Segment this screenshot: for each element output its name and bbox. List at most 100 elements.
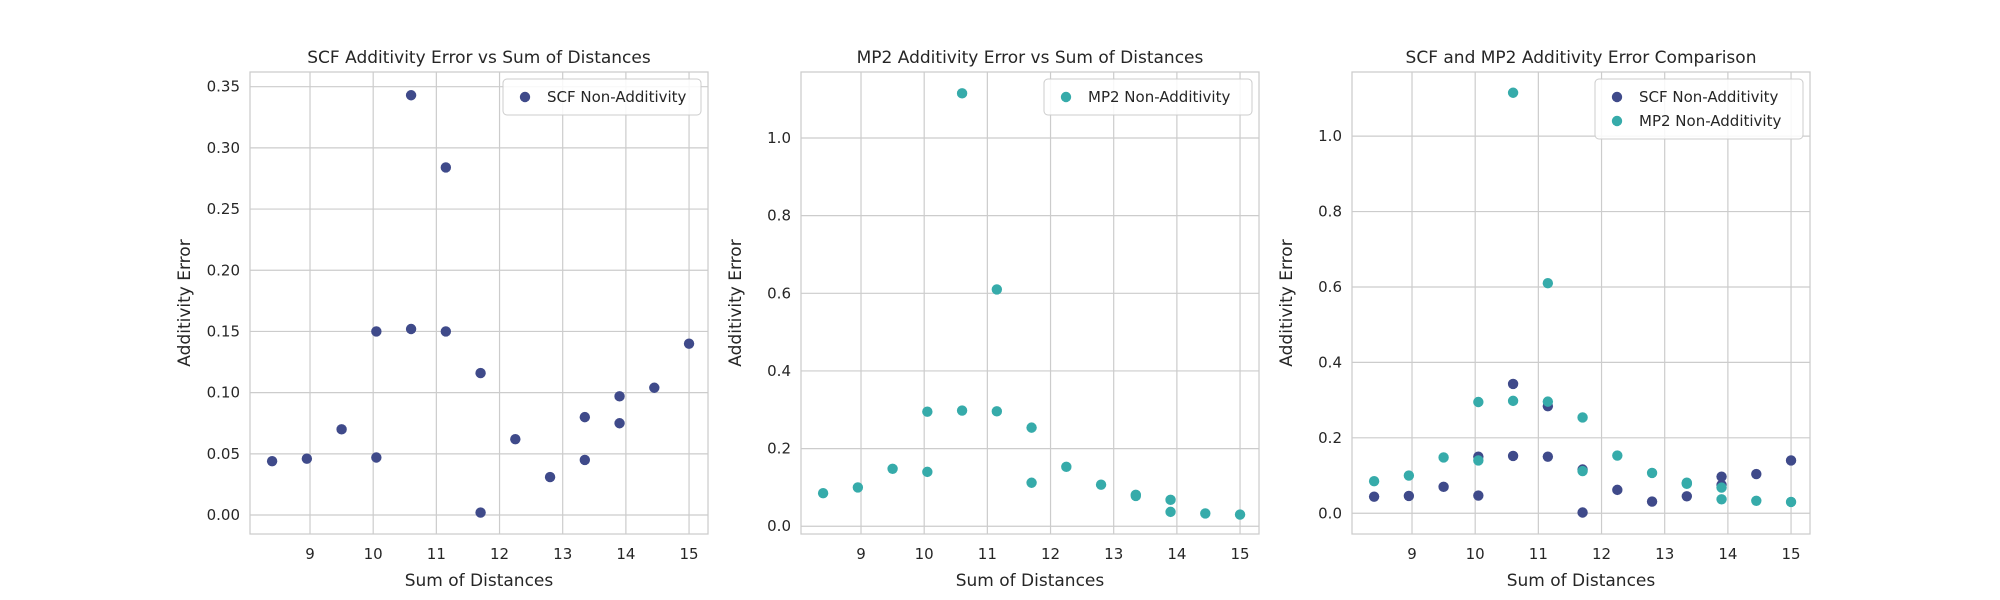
data-point (1061, 461, 1072, 473)
x-tick-labels: 9 10 11 12 13 14 15 (1407, 545, 1800, 563)
data-point (1785, 455, 1797, 466)
data-point (852, 482, 864, 493)
y-tick-label: 0.8 (1318, 203, 1342, 221)
y-axis-label: Additivity Error (1277, 239, 1297, 366)
legend: MP2 Non-Additivity (1043, 78, 1253, 116)
y-tick-label: 0.2 (767, 440, 791, 458)
y-tick-labels: 0.0 0.2 0.4 0.6 0.8 1.0 (1318, 127, 1342, 522)
x-tick-label: 11 (1529, 545, 1548, 563)
legend-label: SCF Non-Additivity (547, 88, 687, 106)
data-point (922, 406, 933, 417)
x-axis-label: Sum of Distances (405, 571, 554, 591)
data-point (266, 455, 278, 467)
series-1 (266, 90, 695, 518)
y-tick-label: 0.6 (767, 284, 791, 302)
y-tick-label: 0.6 (1318, 278, 1342, 296)
data-point (1542, 451, 1554, 462)
data-point (510, 433, 521, 445)
data-point (1646, 467, 1658, 479)
x-tick-label: 15 (1231, 545, 1250, 563)
x-tick-label: 12 (490, 545, 509, 563)
series-2 (1368, 87, 1797, 508)
x-tick-label: 14 (1718, 545, 1737, 563)
data-point (1577, 412, 1588, 423)
data-point (1716, 471, 1727, 482)
series-1 (817, 88, 1246, 520)
x-tick-label: 13 (553, 545, 572, 563)
chart-panel-1: 9 10 11 12 13 14 15 0.00 0.05 0.10 0.15 0.20 0.25 0.3… (175, 48, 709, 591)
data-point (1403, 470, 1415, 481)
x-tick-label: 13 (1655, 545, 1674, 563)
x-tick-label: 9 (1407, 545, 1417, 563)
data-point (614, 391, 625, 402)
plot-area (1351, 71, 1811, 535)
data-point (1785, 496, 1797, 508)
x-tick-labels: 9 10 11 12 13 14 15 (305, 545, 698, 563)
y-tick-label: 1.0 (1318, 127, 1342, 145)
data-point (371, 452, 382, 463)
legend-label: MP2 Non-Additivity (1088, 88, 1230, 106)
x-tick-label: 11 (978, 545, 997, 563)
data-point (1716, 482, 1727, 493)
data-point (1026, 422, 1037, 433)
x-tick-label: 14 (1167, 545, 1186, 563)
data-point (1612, 484, 1623, 496)
data-point (1473, 455, 1484, 466)
data-point (405, 323, 417, 335)
legend: SCF Non-Additivity (502, 78, 702, 116)
data-point (371, 326, 382, 337)
legend-label: SCF Non-Additivity (1639, 88, 1779, 106)
y-tick-label: 0.05 (207, 445, 240, 463)
x-tick-label: 11 (427, 545, 446, 563)
data-point (614, 418, 625, 429)
x-tick-label: 15 (1782, 545, 1801, 563)
y-tick-label: 0.2 (1318, 429, 1342, 447)
data-point (1751, 495, 1762, 507)
data-point (1368, 491, 1380, 502)
data-point (1165, 506, 1176, 518)
grid-lines (801, 72, 1259, 534)
data-point (1473, 490, 1484, 501)
data-point (1095, 479, 1107, 490)
x-tick-label: 12 (1041, 545, 1060, 563)
x-tick-label: 10 (1466, 545, 1485, 563)
plot-area (249, 71, 709, 535)
data-point (336, 424, 347, 435)
y-tick-label: 0.35 (207, 78, 240, 96)
data-point (301, 453, 313, 464)
data-point (817, 488, 829, 499)
data-point (649, 382, 660, 393)
data-point (1234, 509, 1246, 520)
x-tick-label: 15 (680, 545, 699, 563)
y-tick-label: 0.4 (767, 362, 791, 380)
x-tick-label: 9 (856, 545, 866, 563)
data-point (1577, 507, 1588, 518)
y-tick-label: 1.0 (767, 129, 791, 147)
y-tick-label: 0.15 (207, 322, 240, 340)
data-point (1368, 476, 1380, 487)
data-point (1507, 395, 1519, 407)
data-point (1473, 396, 1484, 408)
data-point (1716, 494, 1727, 505)
x-tick-label: 13 (1104, 545, 1123, 563)
data-point (991, 284, 1003, 295)
legend-box (1594, 78, 1804, 140)
data-point (1542, 278, 1554, 289)
data-point (1681, 491, 1693, 502)
data-point (1507, 87, 1519, 98)
data-point (956, 88, 968, 99)
data-point (579, 411, 591, 423)
data-point (1438, 452, 1449, 463)
chart-panel-2: 9 10 11 12 13 14 15 0.0 0.2 0.4 0.6 0.8 1.0 MP2 Addit… (726, 48, 1260, 591)
data-point (475, 507, 486, 518)
data-point (1130, 490, 1142, 502)
data-point (1577, 465, 1588, 477)
data-point (579, 454, 591, 466)
data-point (1751, 468, 1762, 480)
y-axis-label: Additivity Error (175, 239, 195, 366)
y-tick-label: 0.4 (1318, 353, 1342, 371)
x-tick-label: 12 (1592, 545, 1611, 563)
y-tick-label: 0.25 (207, 200, 240, 218)
y-tick-labels: 0.0 0.2 0.4 0.6 0.8 1.0 (767, 129, 791, 535)
